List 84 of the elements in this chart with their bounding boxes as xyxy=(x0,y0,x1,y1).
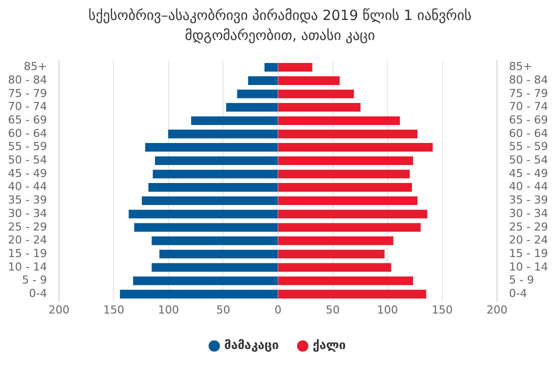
category-label: 20 - 24 xyxy=(509,234,548,247)
bar xyxy=(278,156,414,166)
bar xyxy=(278,102,360,112)
bar xyxy=(278,183,412,192)
x-tick-label: 0 xyxy=(274,303,282,316)
bar xyxy=(168,130,278,138)
y-tick-label: 70 - 74 xyxy=(8,100,47,114)
bar xyxy=(278,196,418,206)
bar xyxy=(152,170,278,178)
category-label: 15 - 19 xyxy=(509,246,548,260)
bar xyxy=(278,116,400,125)
y-tick-label: 45 - 49 xyxy=(8,166,47,180)
y-tick-label: 15 - 19 xyxy=(8,246,47,260)
bar xyxy=(278,130,418,138)
category-label: 0-4 xyxy=(509,286,528,300)
category-label: 35 - 39 xyxy=(509,194,548,207)
y-tick-label: 30 - 34 xyxy=(8,206,47,220)
category-label: 85+ xyxy=(509,60,532,74)
category-label: 25 - 29 xyxy=(509,220,548,234)
category-label: 5 - 9 xyxy=(509,274,534,287)
chart-title: სქესობრივ–ასაკობრივი პირამიდა 2019 წლის 1 იანვრის მდგომარეობით, ათასი კაცი xyxy=(87,7,473,46)
bar xyxy=(148,183,278,192)
bar xyxy=(278,250,385,258)
y-tick-label: 55 - 59 xyxy=(8,140,47,154)
x-tick-label: 100 xyxy=(377,303,398,316)
bar xyxy=(134,223,278,232)
bar xyxy=(278,62,312,72)
bar xyxy=(133,276,278,286)
x-tick-label: 100 xyxy=(158,303,179,316)
bar xyxy=(128,210,278,218)
bar xyxy=(237,90,278,98)
y-tick-label: 25 - 29 xyxy=(8,220,47,234)
bar xyxy=(278,143,433,152)
bar xyxy=(278,290,426,298)
y-tick-label: 85+ xyxy=(24,60,47,74)
bar xyxy=(120,290,278,298)
category-label: 65 - 69 xyxy=(509,114,548,127)
bar xyxy=(278,263,392,272)
y-tick-label: 35 - 39 xyxy=(8,194,47,207)
y-tick-label: 5 - 9 xyxy=(22,274,47,287)
y-tick-label: 40 - 44 xyxy=(8,180,47,194)
x-tick-label: 150 xyxy=(432,303,453,316)
bar xyxy=(226,102,278,112)
category-label: 75 - 79 xyxy=(509,86,548,100)
bar xyxy=(278,236,394,246)
y-tick-label: 20 - 24 xyxy=(8,234,47,247)
bar xyxy=(155,156,278,166)
y-tick-label: 75 - 79 xyxy=(8,86,47,100)
category-label: 70 - 74 xyxy=(509,100,548,114)
bar xyxy=(278,90,354,98)
category-label: 60 - 64 xyxy=(509,126,548,140)
y-tick-label: 10 - 14 xyxy=(8,260,47,274)
y-tick-label: 0-4 xyxy=(28,286,47,300)
bar xyxy=(152,236,278,246)
y-tick-label: 50 - 54 xyxy=(8,154,47,167)
bar xyxy=(191,116,278,125)
bar xyxy=(159,250,278,258)
bar xyxy=(278,76,340,85)
category-label: 50 - 54 xyxy=(509,154,548,167)
bar xyxy=(278,170,410,178)
bar xyxy=(142,196,278,206)
x-tick-label: 200 xyxy=(486,303,508,316)
category-label: 80 - 84 xyxy=(509,73,548,86)
category-label: 55 - 59 xyxy=(509,140,548,154)
category-label: 45 - 49 xyxy=(509,166,548,180)
x-tick-label: 50 xyxy=(326,303,340,316)
bar xyxy=(278,223,421,232)
bar xyxy=(264,62,278,72)
legend-label: ქალი xyxy=(312,338,346,352)
category-label: 10 - 14 xyxy=(509,260,548,274)
y-tick-label: 65 - 69 xyxy=(8,114,47,127)
bar xyxy=(278,210,428,218)
y-tick-label: 80 - 84 xyxy=(8,73,47,86)
bar xyxy=(145,143,278,152)
x-tick-label: 50 xyxy=(216,303,230,316)
bar xyxy=(278,276,414,286)
legend-label: მამაკაცი xyxy=(224,338,279,352)
category-label: 40 - 44 xyxy=(509,180,548,194)
x-tick-label: 150 xyxy=(103,303,124,316)
category-label: 30 - 34 xyxy=(509,206,548,220)
bar xyxy=(248,76,278,85)
y-tick-label: 60 - 64 xyxy=(8,126,47,140)
x-tick-label: 200 xyxy=(48,303,70,316)
bar xyxy=(152,263,278,272)
